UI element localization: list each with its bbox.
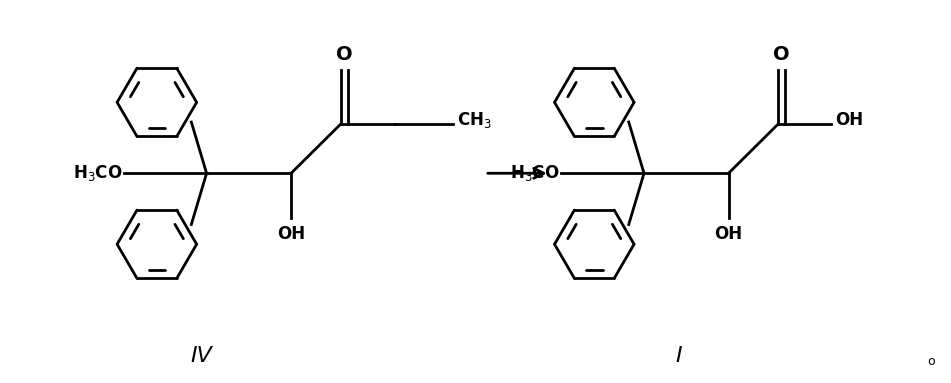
Text: CH$_3$: CH$_3$ [457,110,492,130]
Text: OH: OH [835,111,863,129]
Text: H$_3$CO: H$_3$CO [72,163,122,183]
Text: O: O [336,45,353,64]
Text: o: o [927,355,935,368]
Text: OH: OH [277,226,305,244]
Text: H$_3$CO: H$_3$CO [510,163,559,183]
Text: OH: OH [714,226,743,244]
Text: IV: IV [190,345,212,366]
Text: O: O [773,45,790,64]
Text: I: I [675,345,682,366]
